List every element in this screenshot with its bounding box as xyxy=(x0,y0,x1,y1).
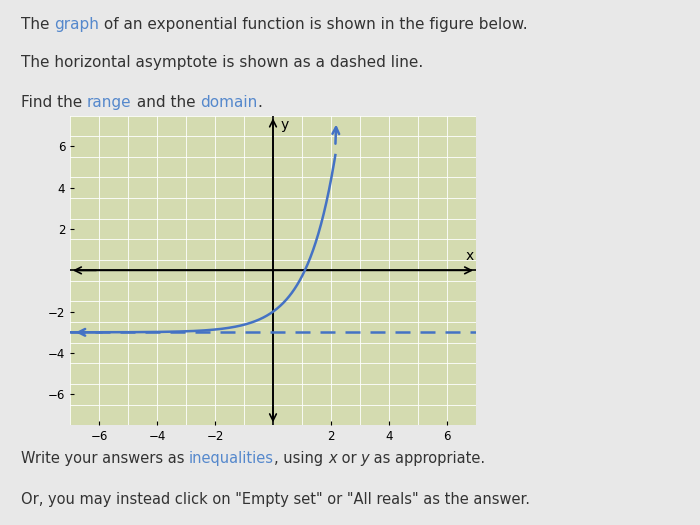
Text: y: y xyxy=(360,452,370,466)
Text: and the: and the xyxy=(132,94,200,110)
Text: graph: graph xyxy=(55,17,99,33)
Text: Find the: Find the xyxy=(21,94,87,110)
Text: .: . xyxy=(258,94,262,110)
Text: , using: , using xyxy=(274,452,328,466)
Text: The: The xyxy=(21,17,55,33)
Text: domain: domain xyxy=(200,94,258,110)
Text: Write your answers as: Write your answers as xyxy=(21,452,189,466)
Text: The horizontal asymptote is shown as a dashed line.: The horizontal asymptote is shown as a d… xyxy=(21,56,423,70)
Text: as appropriate.: as appropriate. xyxy=(370,452,486,466)
Text: inequalities: inequalities xyxy=(189,452,274,466)
Text: range: range xyxy=(87,94,132,110)
Text: y: y xyxy=(280,118,288,132)
Text: x: x xyxy=(466,249,475,263)
Text: x: x xyxy=(328,452,337,466)
Text: or: or xyxy=(337,452,360,466)
Text: of an exponential function is shown in the figure below.: of an exponential function is shown in t… xyxy=(99,17,528,33)
Text: Or, you may instead click on "Empty set" or "All reals" as the answer.: Or, you may instead click on "Empty set"… xyxy=(21,492,530,507)
